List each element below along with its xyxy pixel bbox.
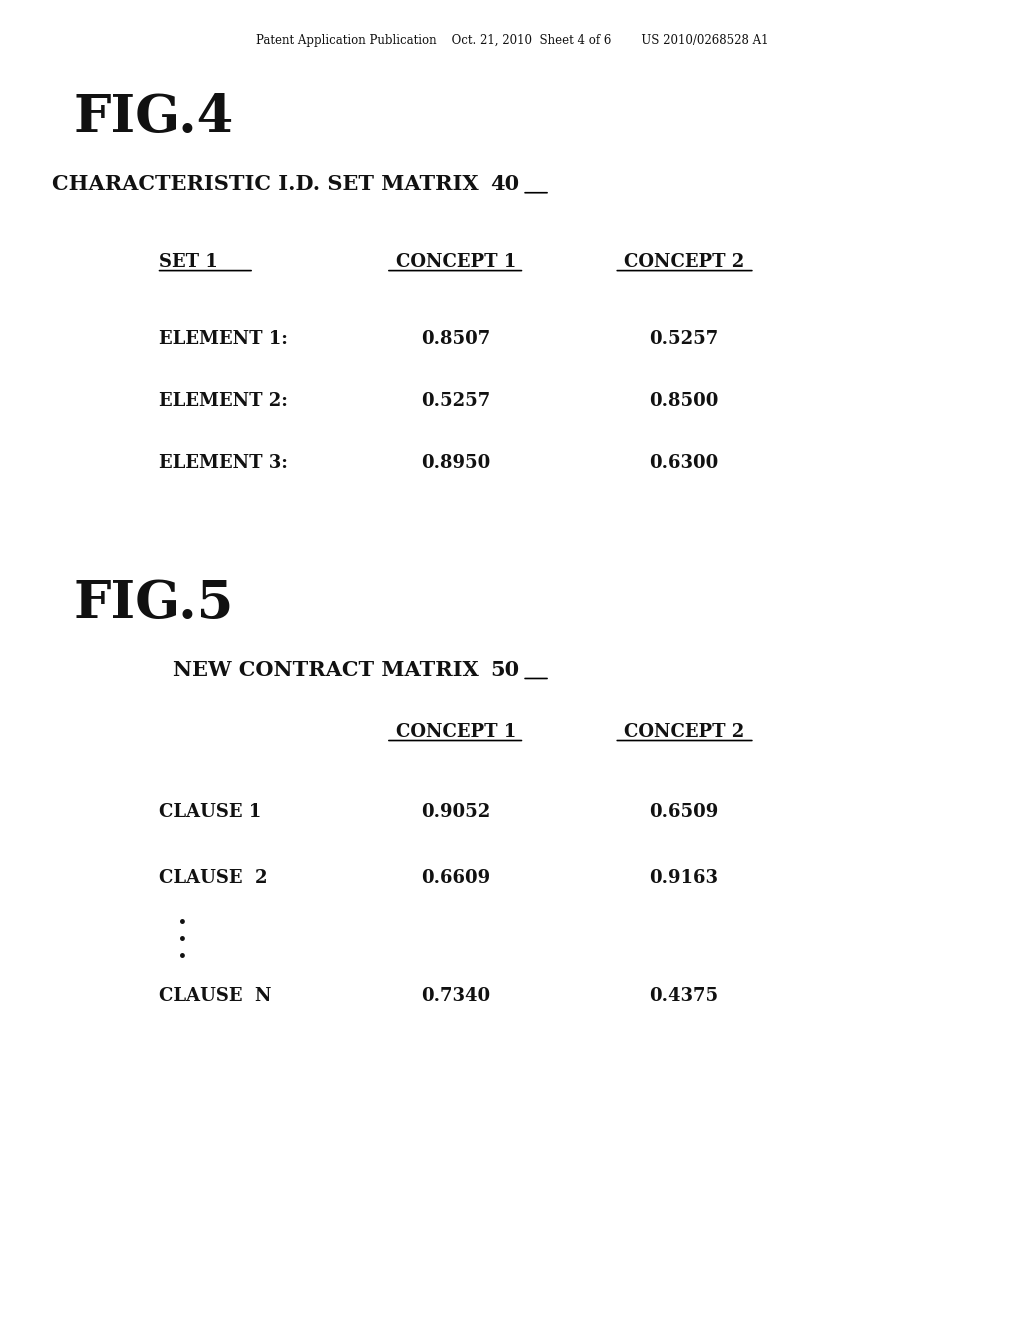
Text: ELEMENT 2:: ELEMENT 2: bbox=[159, 392, 288, 411]
Text: CONCEPT 2: CONCEPT 2 bbox=[624, 253, 744, 272]
Text: FIG.5: FIG.5 bbox=[74, 578, 234, 630]
Text: CHARACTERISTIC I.D. SET MATRIX: CHARACTERISTIC I.D. SET MATRIX bbox=[52, 174, 486, 194]
Text: ELEMENT 3:: ELEMENT 3: bbox=[159, 454, 288, 473]
Text: 0.8507: 0.8507 bbox=[421, 330, 490, 348]
Text: •: • bbox=[178, 950, 186, 965]
Text: SET 1: SET 1 bbox=[159, 253, 217, 272]
Text: 0.9163: 0.9163 bbox=[649, 869, 719, 887]
Text: FIG.4: FIG.4 bbox=[74, 92, 233, 144]
Text: •: • bbox=[178, 916, 186, 931]
Text: CLAUSE  2: CLAUSE 2 bbox=[159, 869, 267, 887]
Text: 0.8950: 0.8950 bbox=[421, 454, 490, 473]
Text: 0.4375: 0.4375 bbox=[649, 987, 719, 1006]
Text: CONCEPT 1: CONCEPT 1 bbox=[395, 723, 516, 742]
Text: 0.6509: 0.6509 bbox=[649, 803, 719, 821]
Text: 40: 40 bbox=[490, 174, 519, 194]
Text: •: • bbox=[178, 933, 186, 948]
Text: 0.5257: 0.5257 bbox=[421, 392, 490, 411]
Text: 0.8500: 0.8500 bbox=[649, 392, 719, 411]
Text: 0.6609: 0.6609 bbox=[421, 869, 490, 887]
Text: 50: 50 bbox=[490, 660, 519, 680]
Text: ELEMENT 1:: ELEMENT 1: bbox=[159, 330, 288, 348]
Text: 0.7340: 0.7340 bbox=[421, 987, 490, 1006]
Text: Patent Application Publication    Oct. 21, 2010  Sheet 4 of 6        US 2010/026: Patent Application Publication Oct. 21, … bbox=[256, 34, 768, 48]
Text: NEW CONTRACT MATRIX: NEW CONTRACT MATRIX bbox=[173, 660, 486, 680]
Text: CONCEPT 1: CONCEPT 1 bbox=[395, 253, 516, 272]
Text: CLAUSE  N: CLAUSE N bbox=[159, 987, 271, 1006]
Text: CONCEPT 2: CONCEPT 2 bbox=[624, 723, 744, 742]
Text: 0.6300: 0.6300 bbox=[649, 454, 719, 473]
Text: 0.5257: 0.5257 bbox=[649, 330, 719, 348]
Text: CLAUSE 1: CLAUSE 1 bbox=[159, 803, 261, 821]
Text: 0.9052: 0.9052 bbox=[421, 803, 490, 821]
